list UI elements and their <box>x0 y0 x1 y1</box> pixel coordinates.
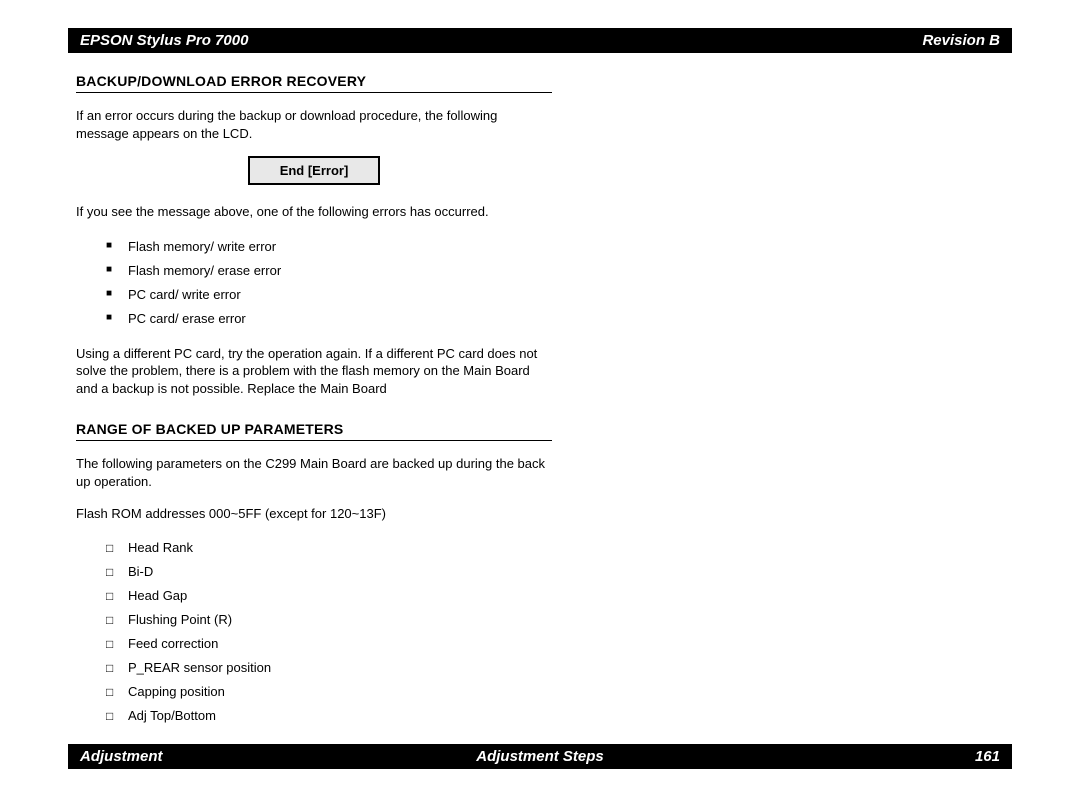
list-item: Feed correction <box>106 632 552 656</box>
list-item: Head Rank <box>106 536 552 560</box>
list-item: Capping position <box>106 680 552 704</box>
param-list: Head Rank Bi-D Head Gap Flushing Point (… <box>106 536 552 728</box>
page-content: BACKUP/DOWNLOAD ERROR RECOVERY If an err… <box>0 53 620 728</box>
list-item: Flash memory/ erase error <box>106 259 552 283</box>
header-bar: EPSON Stylus Pro 7000 Revision B <box>68 28 1012 53</box>
list-item: P_REAR sensor position <box>106 656 552 680</box>
list-item: PC card/ write error <box>106 283 552 307</box>
footer-center: Adjustment Steps <box>476 748 604 765</box>
list-item: PC card/ erase error <box>106 307 552 331</box>
footer-page-number: 161 <box>975 748 1000 765</box>
header-title-left: EPSON Stylus Pro 7000 <box>80 32 248 49</box>
list-item: Flushing Point (R) <box>106 608 552 632</box>
footer-bar: Adjustment Adjustment Steps 161 <box>68 744 1012 769</box>
section2-heading: RANGE OF BACKED UP PARAMETERS <box>76 421 552 441</box>
footer-left: Adjustment <box>80 748 163 765</box>
section1-after-lcd: If you see the message above, one of the… <box>76 203 552 221</box>
list-item: Head Gap <box>106 584 552 608</box>
section2-rom-note: Flash ROM addresses 000~5FF (except for … <box>76 505 552 523</box>
list-item: Bi-D <box>106 560 552 584</box>
section2-intro: The following parameters on the C299 Mai… <box>76 455 552 490</box>
list-item: Adj Top/Bottom <box>106 704 552 728</box>
section1-intro: If an error occurs during the backup or … <box>76 107 552 142</box>
lcd-message: End [Error] <box>248 156 381 185</box>
lcd-message-wrap: End [Error] <box>76 156 552 185</box>
section1-closing: Using a different PC card, try the opera… <box>76 345 552 398</box>
header-revision: Revision B <box>922 32 1000 49</box>
error-list: Flash memory/ write error Flash memory/ … <box>106 235 552 331</box>
list-item: Flash memory/ write error <box>106 235 552 259</box>
section1-heading: BACKUP/DOWNLOAD ERROR RECOVERY <box>76 73 552 93</box>
section2: RANGE OF BACKED UP PARAMETERS The follow… <box>76 421 552 728</box>
